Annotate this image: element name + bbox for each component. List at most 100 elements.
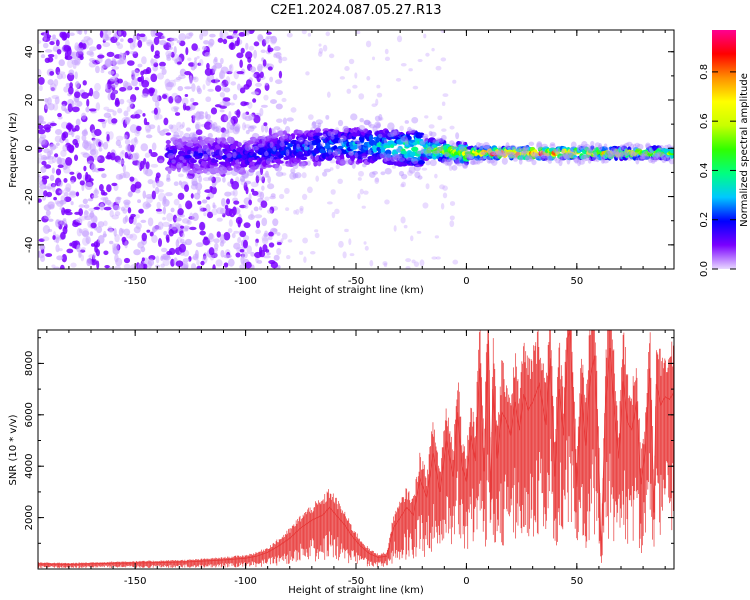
spectrogram-halo-cell — [332, 150, 339, 156]
spectrogram-halo-cell — [334, 148, 342, 155]
spectrogram-noise-blob — [114, 265, 121, 269]
spectrogram-x-axis-label: Height of straight line (km) — [288, 285, 424, 296]
spectrogram-noise-blob — [364, 245, 369, 251]
spectrogram-noise-blob — [124, 116, 132, 123]
spectrogram-noise-blob — [371, 103, 377, 108]
x-tick-label: -50 — [348, 276, 364, 287]
spectrogram-noise-blob — [374, 177, 379, 183]
colorbar-label: Normalized spectral amplitude — [739, 73, 750, 227]
spectrogram-noise-blob — [424, 115, 429, 119]
spectrogram-noise-blob — [127, 207, 132, 214]
spectrogram-noise-blob — [131, 76, 136, 80]
spectrogram-noise-blob — [194, 121, 202, 131]
spectrogram-noise-blob — [133, 249, 141, 256]
spectrogram-noise-blob — [146, 229, 151, 233]
spectrogram-noise-blob — [63, 45, 72, 52]
spectrogram-halo-cell — [501, 157, 508, 165]
spectrogram-noise-blob — [255, 220, 261, 229]
spectrogram-noise-blob — [392, 165, 397, 169]
spectrogram-noise-blob — [134, 136, 138, 143]
spectrogram-halo-cell — [512, 157, 519, 162]
spectrogram-halo-cell — [424, 148, 432, 156]
y-tick-label: 6000 — [24, 402, 35, 427]
spectrogram-noise-blob — [86, 50, 94, 56]
spectrogram-halo-cell — [327, 149, 332, 155]
spectrogram-noise-blob — [75, 118, 81, 126]
spectrogram-halo-cell — [356, 141, 362, 147]
spectrogram-halo-cell — [547, 155, 553, 162]
spectrogram-ridge-cell — [217, 154, 223, 161]
spectrogram-noise-blob — [84, 182, 93, 191]
spectrogram-noise-blob — [255, 238, 259, 244]
spectrogram-noise-blob — [204, 189, 213, 193]
spectrogram-noise-blob — [257, 65, 263, 71]
spectrogram-halo-cell — [573, 156, 580, 163]
spectrogram-halo-cell — [429, 159, 437, 167]
spectrogram-noise-blob — [50, 182, 57, 188]
spectrogram-halo-cell — [647, 156, 654, 164]
spectrogram-halo-cell — [195, 123, 200, 130]
spectrogram-halo-cell — [245, 129, 250, 135]
spectrogram-noise-blob — [82, 80, 87, 86]
spectrogram-noise-blob — [221, 197, 226, 207]
spectrogram-noise-blob — [129, 233, 138, 241]
spectrogram-noise-blob — [57, 164, 64, 168]
spectrogram-noise-blob — [89, 87, 94, 97]
x-tick-label: -100 — [234, 276, 257, 287]
spectrogram-noise-blob — [176, 121, 182, 128]
spectrogram-noise-blob — [102, 192, 108, 196]
spectrogram-halo-cell — [232, 151, 237, 159]
spectrogram-ridge-cell — [418, 132, 425, 137]
spectrogram-noise-blob — [125, 144, 131, 152]
spectrogram-noise-blob — [155, 255, 160, 264]
spectrogram-noise-blob — [223, 102, 230, 107]
spectrogram-y-axis-label: Frequency (Hz) — [8, 112, 19, 188]
spectrogram-halo-cell — [464, 148, 471, 156]
spectrogram-noise-blob — [195, 242, 204, 248]
spectrogram-noise-blob — [54, 234, 60, 240]
spectrogram-noise-blob — [306, 186, 313, 194]
spectrogram-noise-blob — [128, 216, 134, 225]
spectrogram-noise-blob — [195, 129, 203, 136]
spectrogram-halo-cell — [383, 157, 388, 162]
spectrogram-halo-cell — [398, 170, 405, 177]
spectrogram-noise-blob — [146, 39, 153, 47]
spectrogram-halo-cell — [216, 136, 221, 145]
spectrogram-halo-cell — [186, 142, 193, 147]
spectrogram-noise-blob — [76, 100, 83, 108]
spectrogram-noise-blob — [147, 41, 155, 45]
spectrogram-noise-blob — [81, 92, 89, 99]
spectrogram-noise-blob — [236, 52, 244, 59]
spectrogram-halo-cell — [384, 167, 392, 175]
spectrogram-noise-blob — [255, 175, 260, 184]
spectrogram-ridge-cell — [388, 156, 396, 161]
spectrogram-noise-blob — [60, 219, 68, 227]
spectrogram-noise-blob — [184, 93, 189, 97]
spectrogram-noise-blob — [318, 43, 322, 47]
spectrogram-noise-blob — [189, 226, 197, 231]
spectrogram-halo-cell — [289, 172, 297, 180]
spectrogram-halo-cell — [563, 153, 568, 160]
spectrogram-ridge-cell — [297, 153, 305, 158]
spectrogram-noise-blob — [416, 230, 422, 234]
spectrogram-noise-blob — [126, 99, 135, 104]
spectrogram-halo-cell — [202, 153, 209, 161]
spectrogram-halo-cell — [658, 144, 665, 150]
spectrogram-halo-cell — [281, 134, 289, 140]
spectrogram-noise-blob — [41, 215, 49, 223]
spectrogram-noise-blob — [42, 42, 49, 49]
spectrogram-noise-blob — [109, 240, 114, 245]
spectrogram-halo-cell — [290, 168, 296, 174]
spectrogram-halo-cell — [224, 139, 230, 145]
spectrogram-noise-blob — [70, 201, 74, 206]
spectrogram-noise-blob — [38, 176, 42, 182]
spectrogram-noise-blob — [54, 96, 60, 105]
spectrogram-noise-blob — [150, 43, 155, 53]
spectrogram-noise-blob — [449, 215, 455, 221]
spectrogram-noise-blob — [66, 248, 74, 254]
spectrogram-noise-blob — [239, 59, 243, 68]
spectrogram-noise-blob — [101, 173, 107, 179]
spectrogram-halo-cell — [205, 147, 211, 154]
spectrogram-noise-blob — [262, 59, 267, 67]
spectrogram-noise-blob — [439, 184, 445, 190]
